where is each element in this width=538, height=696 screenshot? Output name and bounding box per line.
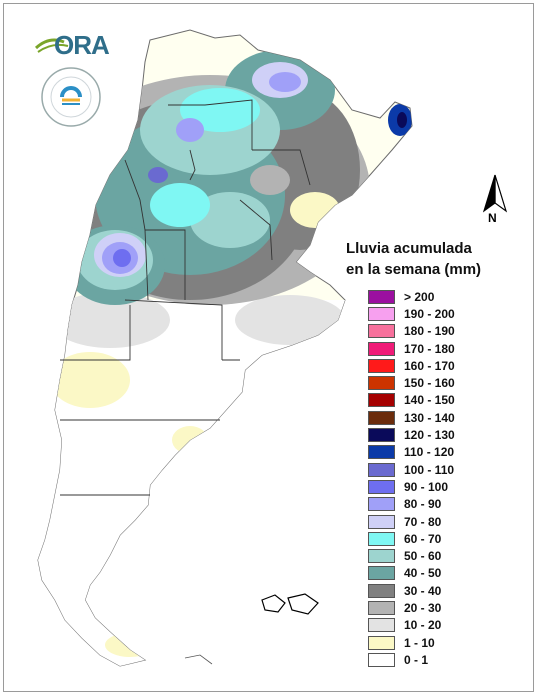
legend-item: 130 - 140	[368, 409, 455, 426]
legend-label: 140 - 150	[404, 393, 455, 408]
legend-item: 150 - 160	[368, 374, 455, 391]
legend-swatch	[368, 497, 395, 512]
north-arrow-icon	[482, 174, 508, 213]
legend-swatch	[368, 549, 395, 564]
legend-label: 0 - 1	[404, 652, 429, 667]
legend-swatch	[368, 618, 395, 633]
legend-item: 180 - 190	[368, 323, 455, 340]
legend-title-line2: en la semana (mm)	[346, 261, 482, 278]
legend-label: 150 - 160	[404, 376, 455, 391]
legend-swatch	[368, 514, 395, 529]
legend-item: 160 - 170	[368, 357, 455, 374]
province-boundaries	[60, 99, 311, 496]
legend-item: 140 - 150	[368, 392, 455, 409]
north-label: N	[488, 211, 497, 225]
legend-label: 110 - 120	[404, 445, 455, 460]
legend-swatch	[368, 289, 395, 304]
legend-label: 40 - 50	[404, 566, 442, 581]
legend-label: 60 - 70	[404, 531, 442, 546]
legend-swatch	[368, 324, 395, 339]
legend-item: 120 - 130	[368, 426, 455, 443]
smn-seal-logo	[41, 67, 101, 127]
legend-label: 100 - 110	[404, 462, 455, 477]
legend-swatch	[368, 600, 395, 615]
legend-item: 10 - 20	[368, 617, 455, 634]
legend-label: 180 - 190	[404, 324, 455, 339]
legend-item: 90 - 100	[368, 478, 455, 495]
legend-label: 30 - 40	[404, 583, 442, 598]
legend-item: 80 - 90	[368, 496, 455, 513]
legend-item: 170 - 180	[368, 340, 455, 357]
legend-item: 190 - 200	[368, 305, 455, 322]
legend-swatch	[368, 635, 395, 650]
legend-item: > 200	[368, 288, 455, 305]
legend-item: 100 - 110	[368, 461, 455, 478]
legend-swatch	[368, 306, 395, 321]
legend-swatch	[368, 566, 395, 581]
legend-title: Lluvia acumulada en la semana (mm)	[346, 238, 526, 280]
legend-title-line1: Lluvia acumulada	[346, 240, 472, 257]
legend-label: 130 - 140	[404, 410, 455, 425]
legend-swatch	[368, 479, 395, 494]
legend-swatch	[368, 410, 395, 425]
legend-label: 1 - 10	[404, 635, 435, 650]
legend-swatch	[368, 341, 395, 356]
legend-label: 70 - 80	[404, 514, 442, 529]
legend-swatch	[368, 376, 395, 391]
ora-brand-text: ORA	[54, 30, 110, 60]
legend-label: 80 - 90	[404, 497, 442, 512]
legend-swatch	[368, 358, 395, 373]
legend-label: > 200	[404, 289, 435, 304]
tierra-del-fuego-outline	[184, 654, 213, 665]
malvinas-islands	[261, 593, 319, 615]
legend-swatch	[368, 393, 395, 408]
legend-swatch	[368, 445, 395, 460]
ora-logo	[34, 38, 69, 53]
legend-item: 70 - 80	[368, 513, 455, 530]
legend-label: 50 - 60	[404, 549, 442, 564]
legend-item: 60 - 70	[368, 530, 455, 547]
legend-swatch	[368, 462, 395, 477]
legend-item: 30 - 40	[368, 582, 455, 599]
legend-label: 190 - 200	[404, 306, 455, 321]
legend-item: 50 - 60	[368, 547, 455, 564]
legend-swatch	[368, 652, 395, 667]
legend-swatch	[368, 428, 395, 443]
legend: > 200 190 - 200 180 - 190 170 - 180 160 - 17…	[368, 288, 455, 669]
legend-item: 40 - 50	[368, 565, 455, 582]
legend-label: 160 - 170	[404, 358, 455, 373]
legend-swatch	[368, 583, 395, 598]
legend-label: 10 - 20	[404, 618, 442, 633]
legend-label: 170 - 180	[404, 341, 455, 356]
legend-item: 110 - 120	[368, 444, 455, 461]
legend-item: 20 - 30	[368, 599, 455, 616]
legend-item: 1 - 10	[368, 634, 455, 651]
legend-label: 20 - 30	[404, 600, 442, 615]
legend-label: 120 - 130	[404, 428, 455, 443]
legend-item: 0 - 1	[368, 651, 455, 668]
legend-label: 90 - 100	[404, 479, 449, 494]
legend-swatch	[368, 531, 395, 546]
